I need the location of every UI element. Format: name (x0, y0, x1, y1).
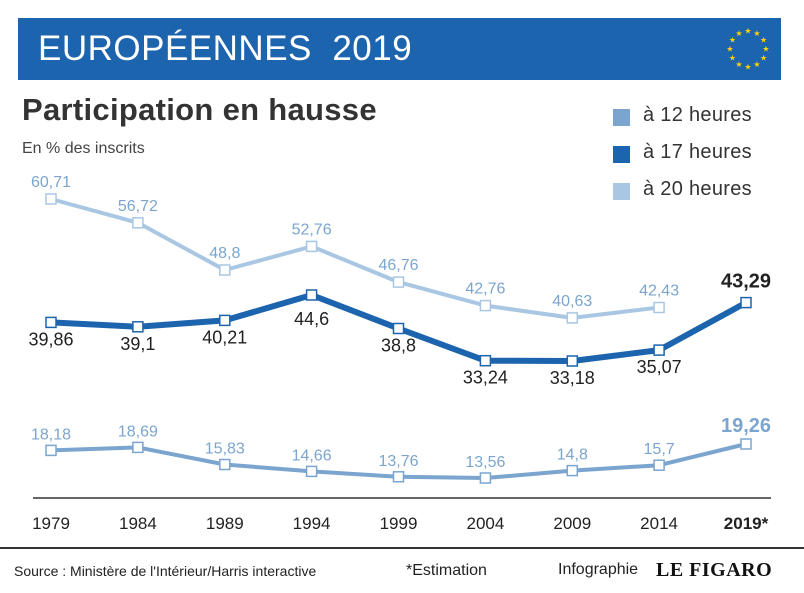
x-tick-label: 2009 (553, 514, 591, 533)
data-label: 14,8 (557, 447, 588, 464)
data-label: 14,66 (292, 447, 332, 464)
legend-label-20h: à 20 heures (643, 178, 752, 200)
data-point (653, 301, 665, 314)
data-label: 40,21 (202, 327, 247, 347)
data-point (653, 344, 665, 356)
data-label: 56,72 (118, 198, 158, 215)
legend-item-20h: à 20 heures (613, 178, 783, 204)
data-point (132, 321, 144, 333)
eu-flag-icon: ★ ★★★★★★★★★★★ (726, 27, 769, 72)
data-label: 13,56 (465, 454, 505, 471)
flag-star: ★ (729, 54, 736, 63)
flag-star: ★ (744, 63, 751, 72)
chart-title: Participation en hausse (22, 92, 377, 127)
flag-star: ★ (753, 60, 760, 69)
x-tick-label: 1989 (206, 514, 244, 533)
chart-subtitle: En % des inscrits (22, 140, 145, 157)
data-point (45, 193, 57, 205)
legend-item-17h: à 17 heures (613, 141, 783, 167)
data-label: 19,26 (721, 415, 771, 437)
data-point (219, 458, 231, 471)
x-tick-label: 1994 (293, 514, 331, 533)
data-point (219, 314, 231, 327)
flag-star: ★ (762, 45, 769, 54)
banner-title: EUROPÉENNES 2019 (38, 29, 413, 68)
data-label: 46,76 (378, 257, 418, 274)
data-label: 42,43 (639, 283, 679, 300)
data-point (305, 240, 318, 253)
flag-star: ★ (760, 36, 767, 45)
data-point (392, 322, 405, 335)
x-tick-label: 1984 (119, 514, 157, 533)
footer-note: *Estimation (406, 562, 487, 579)
x-tick-label: 2019* (724, 514, 769, 533)
data-point (45, 316, 57, 329)
x-tick-label: 2014 (640, 514, 678, 533)
data-point (479, 472, 492, 484)
flag-star: ★ (726, 45, 733, 54)
legend-item-12h: à 12 heures (613, 104, 783, 130)
data-label: 39,1 (120, 334, 155, 354)
data-label: 18,69 (118, 423, 158, 440)
data-point (305, 289, 318, 301)
data-label: 60,71 (31, 174, 71, 191)
flag-star: ★ (729, 36, 736, 45)
data-label: 13,76 (378, 453, 418, 470)
data-point (566, 355, 579, 367)
data-point (132, 441, 144, 454)
data-label: 39,86 (28, 329, 73, 349)
flag-star: ★ (760, 54, 767, 63)
flag-star: ★ (744, 27, 751, 36)
data-label: 18,18 (31, 426, 71, 443)
legend-swatch-17h (613, 146, 630, 163)
legend-swatch-20h (613, 183, 630, 200)
data-point (740, 438, 752, 450)
data-point (479, 354, 492, 367)
flag-star: ★ (753, 29, 760, 38)
x-tick-label: 1999 (380, 514, 418, 533)
legend-swatch-12h (613, 109, 630, 126)
data-point (653, 459, 665, 471)
flag-star: ★ (735, 29, 742, 38)
data-label: 38,8 (381, 336, 416, 356)
flag-star: ★ (735, 60, 742, 69)
data-label: 15,7 (644, 441, 675, 458)
data-point (219, 264, 231, 276)
data-point (740, 296, 752, 309)
data-label: 48,8 (209, 245, 240, 262)
data-point (392, 471, 405, 483)
header-banner: EUROPÉENNES 2019 ★ ★ ★ ★ ★ ★ ★ ★ ★ ★ ★ ★ (18, 18, 781, 80)
data-point (45, 444, 57, 457)
data-label: 40,63 (552, 293, 592, 310)
data-label: 33,18 (550, 368, 595, 388)
series-line (50, 197, 660, 320)
data-point (305, 465, 318, 478)
data-label: 43,29 (721, 271, 771, 293)
data-label: 52,76 (292, 221, 332, 238)
le-figaro-logo: LE FIGARO (656, 559, 773, 581)
legend-label-12h: à 12 heures (643, 104, 752, 126)
x-tick-label: 2004 (466, 514, 504, 533)
data-label: 44,6 (294, 309, 329, 329)
data-point (392, 276, 405, 288)
footer-divider (0, 547, 804, 549)
legend-label-17h: à 17 heures (643, 141, 752, 163)
data-point (132, 217, 144, 229)
x-tick-label: 1979 (32, 514, 70, 533)
data-point (566, 464, 579, 477)
footer-credit: Infographie (558, 561, 639, 578)
data-label: 33,24 (463, 368, 508, 388)
data-label: 42,76 (465, 281, 505, 298)
data-point (566, 312, 579, 324)
data-label: 15,83 (205, 441, 245, 458)
line-chart: 1979 1984 1989 1994 1999 2004 2009 2014 2019* 18,… (28, 174, 771, 533)
data-label: 35,07 (637, 357, 682, 377)
data-point (479, 299, 492, 312)
footer-source: Source : Ministère de l'Intérieur/Harris… (14, 563, 317, 579)
